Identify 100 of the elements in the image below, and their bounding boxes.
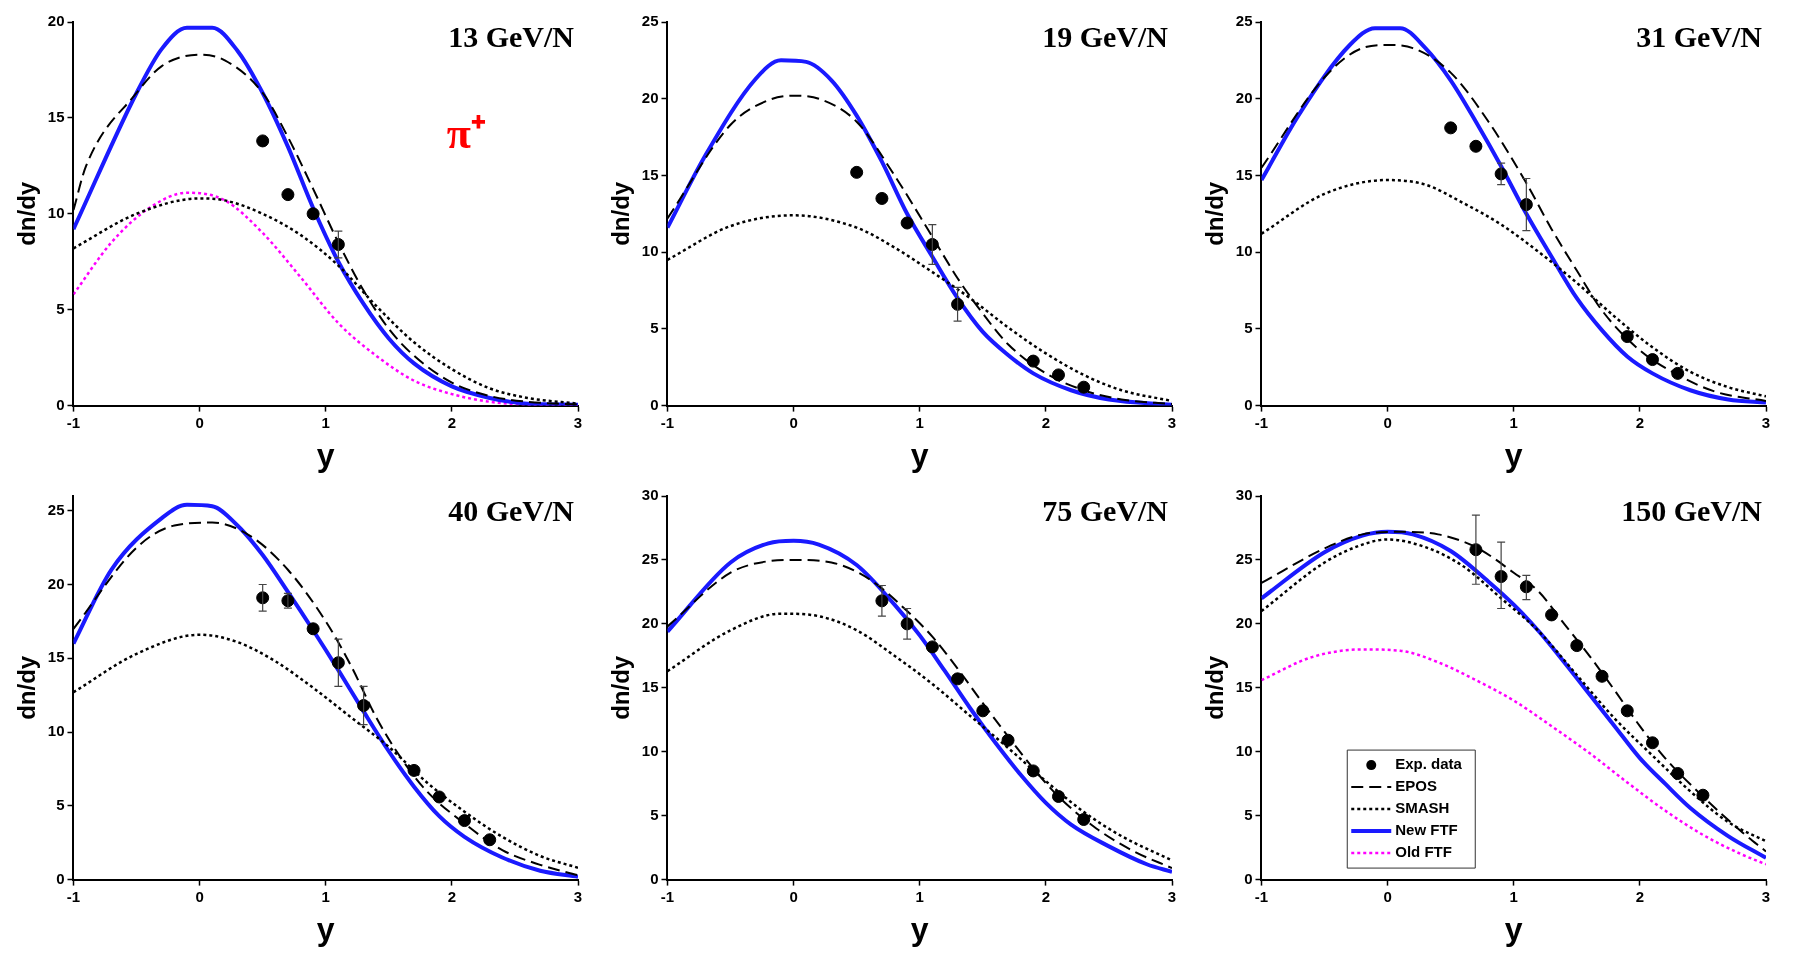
y-tick-label: 25 (47, 500, 65, 518)
y-tick-label: 0 (1244, 869, 1253, 887)
chart-title: 40 GeV/N (448, 493, 575, 527)
point (1696, 788, 1710, 802)
x-axis-title: y (316, 436, 335, 473)
x-tick-label: 3 (573, 887, 583, 905)
y-tick-label: 10 (47, 203, 65, 221)
y-tick-label: 15 (47, 648, 65, 666)
point (900, 216, 914, 230)
x-axis-title: y (910, 910, 929, 947)
y-tick-label: 20 (1235, 88, 1253, 106)
y-tick-label: 20 (1235, 614, 1253, 632)
x-tick-label: 1 (1509, 413, 1518, 431)
point (1570, 639, 1584, 653)
point (1645, 353, 1659, 367)
y-tick-label: 0 (56, 869, 65, 887)
point (925, 640, 939, 654)
x-tick-label: 2 (447, 413, 457, 431)
x-tick-label: 0 (1383, 887, 1392, 905)
point (1620, 330, 1634, 344)
x-axis-title: y (1504, 436, 1523, 473)
x-tick-label: 1 (1509, 887, 1518, 905)
y-tick-label: 5 (1244, 319, 1253, 337)
y-tick-label: 25 (641, 12, 659, 30)
legend-label: New FTF (1395, 821, 1458, 839)
y-tick-label: 10 (641, 741, 659, 759)
y-tick-label: 15 (641, 677, 659, 695)
y-tick-label: 15 (1235, 165, 1253, 183)
x-tick-label: 3 (573, 413, 583, 431)
point (1001, 733, 1015, 747)
legend-label: SMASH (1395, 799, 1450, 817)
point (1051, 368, 1065, 382)
y-tick-label: 10 (1235, 242, 1253, 260)
y-tick-label: 20 (641, 614, 659, 632)
point (1444, 121, 1458, 135)
chart-title: 75 GeV/N (1042, 493, 1169, 527)
point (256, 134, 270, 148)
x-tick-label: 2 (1635, 413, 1645, 431)
point (976, 704, 990, 718)
x-tick-label: 0 (789, 887, 798, 905)
point (407, 763, 421, 777)
y-tick-label: 10 (47, 722, 65, 740)
legend-label: EPOS (1395, 777, 1437, 795)
y-tick-label: 5 (56, 795, 65, 813)
x-tick-label: 3 (1167, 887, 1177, 905)
y-tick-label: 15 (47, 108, 65, 126)
x-tick-label: 2 (1041, 413, 1051, 431)
y-tick-label: 0 (650, 869, 659, 887)
y-tick-label: 5 (1244, 805, 1253, 823)
x-tick-label: -1 (1254, 413, 1269, 431)
y-tick-label: 20 (47, 574, 65, 592)
y-tick-label: 0 (1244, 395, 1253, 413)
x-tick-label: 0 (195, 413, 204, 431)
y-tick-label: 20 (47, 12, 65, 30)
point (1645, 736, 1659, 750)
point (1545, 608, 1559, 622)
x-tick-label: 2 (1041, 887, 1051, 905)
x-tick-label: 1 (915, 413, 924, 431)
y-tick-label: 5 (650, 319, 659, 337)
point (483, 833, 497, 847)
x-tick-label: -1 (660, 413, 675, 431)
point (281, 188, 295, 202)
x-axis-title: y (1504, 910, 1523, 947)
y-tick-label: 5 (56, 299, 65, 317)
y-tick-label: 20 (641, 88, 659, 106)
x-axis-title: y (910, 436, 929, 473)
x-tick-label: 0 (1383, 413, 1392, 431)
point (1026, 354, 1040, 368)
x-tick-label: 3 (1761, 887, 1771, 905)
x-tick-label: 1 (321, 413, 330, 431)
point (1671, 366, 1685, 380)
point (1026, 764, 1040, 778)
x-tick-label: 3 (1167, 413, 1177, 431)
point (1671, 766, 1685, 780)
y-tick-label: 30 (1235, 486, 1253, 504)
point (306, 622, 320, 636)
chart-title: 19 GeV/N (1042, 19, 1169, 53)
chart-title: 31 GeV/N (1636, 19, 1763, 53)
chart-title: 13 GeV/N (448, 19, 575, 53)
point (951, 672, 965, 686)
y-tick-label: 0 (650, 395, 659, 413)
point (457, 814, 471, 828)
y-tick-label: 30 (641, 486, 659, 504)
y-axis-title: dn/dy (13, 655, 41, 720)
x-tick-label: 3 (1761, 413, 1771, 431)
x-tick-label: -1 (1254, 887, 1269, 905)
y-tick-label: 25 (1235, 550, 1253, 568)
x-tick-label: 1 (321, 887, 330, 905)
y-axis-title: dn/dy (1201, 181, 1229, 246)
legend-label: Old FTF (1395, 843, 1452, 861)
x-tick-label: 2 (1635, 887, 1645, 905)
point (875, 191, 889, 205)
legend-label: Exp. data (1395, 755, 1463, 773)
x-tick-label: 1 (915, 887, 924, 905)
y-tick-label: 10 (1235, 741, 1253, 759)
x-tick-label: -1 (660, 887, 675, 905)
y-tick-label: 10 (641, 242, 659, 260)
line-series (1261, 648, 1766, 866)
point (1051, 789, 1065, 803)
y-tick-label: 5 (650, 805, 659, 823)
